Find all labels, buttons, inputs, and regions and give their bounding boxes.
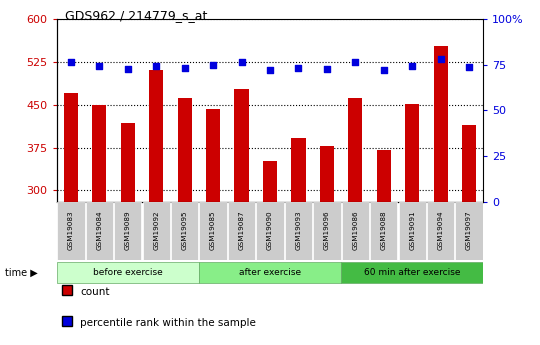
Bar bbox=[171, 203, 198, 260]
Text: GSM19084: GSM19084 bbox=[96, 210, 103, 250]
Bar bbox=[434, 46, 448, 202]
Bar bbox=[143, 203, 170, 260]
Text: GSM19095: GSM19095 bbox=[181, 210, 188, 250]
Bar bbox=[405, 104, 420, 202]
Bar bbox=[86, 203, 113, 260]
Bar bbox=[234, 89, 248, 202]
Text: GSM19085: GSM19085 bbox=[210, 210, 216, 250]
Bar bbox=[377, 150, 391, 202]
Point bbox=[351, 59, 360, 65]
Bar bbox=[285, 203, 312, 260]
Text: GSM19096: GSM19096 bbox=[324, 210, 330, 250]
Text: GSM19091: GSM19091 bbox=[409, 210, 415, 250]
Bar bbox=[292, 138, 306, 202]
Point bbox=[294, 65, 303, 70]
Text: GSM19089: GSM19089 bbox=[125, 210, 131, 250]
Bar bbox=[199, 262, 341, 284]
Bar bbox=[114, 203, 141, 260]
Bar bbox=[92, 105, 106, 202]
Bar bbox=[64, 93, 78, 202]
Text: GSM19086: GSM19086 bbox=[352, 210, 359, 250]
Text: GSM19093: GSM19093 bbox=[295, 210, 301, 250]
Point bbox=[152, 63, 160, 69]
Text: percentile rank within the sample: percentile rank within the sample bbox=[80, 318, 256, 328]
Bar bbox=[263, 161, 277, 202]
Bar bbox=[348, 98, 362, 202]
Point bbox=[237, 59, 246, 65]
Point bbox=[408, 63, 416, 69]
Bar bbox=[427, 203, 454, 260]
Point bbox=[124, 66, 132, 71]
Point bbox=[66, 59, 75, 65]
Text: GSM19083: GSM19083 bbox=[68, 210, 74, 250]
Bar bbox=[121, 123, 135, 202]
Point bbox=[266, 68, 274, 73]
Bar bbox=[313, 203, 341, 260]
Point bbox=[95, 63, 104, 69]
Text: time ▶: time ▶ bbox=[5, 268, 38, 277]
Bar bbox=[462, 125, 476, 202]
Text: after exercise: after exercise bbox=[239, 268, 301, 277]
Text: GSM19092: GSM19092 bbox=[153, 210, 159, 250]
Bar bbox=[199, 203, 227, 260]
Text: GSM19090: GSM19090 bbox=[267, 210, 273, 250]
Point bbox=[209, 62, 218, 68]
Bar bbox=[341, 262, 483, 284]
Text: GSM19087: GSM19087 bbox=[239, 210, 245, 250]
Point bbox=[322, 67, 331, 72]
Text: GDS962 / 214779_s_at: GDS962 / 214779_s_at bbox=[65, 9, 207, 22]
Text: before exercise: before exercise bbox=[93, 268, 163, 277]
Text: 60 min after exercise: 60 min after exercise bbox=[364, 268, 461, 277]
Point bbox=[465, 64, 474, 70]
Bar bbox=[149, 70, 163, 202]
Point bbox=[380, 68, 388, 73]
Bar bbox=[320, 146, 334, 202]
Bar bbox=[206, 109, 220, 202]
Point bbox=[180, 65, 189, 70]
Bar bbox=[370, 203, 397, 260]
Bar bbox=[57, 203, 85, 260]
Point bbox=[436, 56, 445, 62]
Text: GSM19097: GSM19097 bbox=[466, 210, 472, 250]
Text: GSM19094: GSM19094 bbox=[437, 210, 444, 250]
Bar bbox=[256, 203, 284, 260]
Text: count: count bbox=[80, 287, 110, 297]
Bar bbox=[178, 98, 192, 202]
Bar bbox=[57, 262, 199, 284]
Bar bbox=[399, 203, 426, 260]
Bar bbox=[228, 203, 255, 260]
Text: GSM19088: GSM19088 bbox=[381, 210, 387, 250]
Bar bbox=[342, 203, 369, 260]
Bar bbox=[455, 203, 483, 260]
